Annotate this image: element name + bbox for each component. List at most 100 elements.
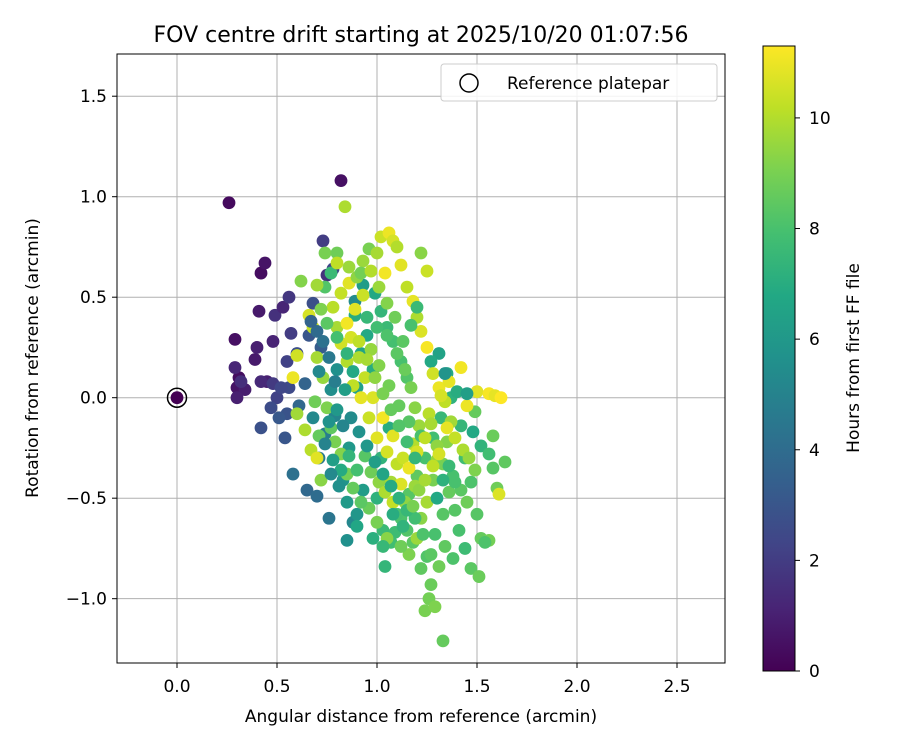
data-point	[326, 453, 340, 467]
data-point	[392, 491, 406, 505]
data-point	[460, 495, 474, 509]
data-point	[300, 483, 314, 497]
y-tick-label: 1.5	[80, 87, 107, 107]
colorbar-tick-label: 8	[809, 220, 820, 240]
y-tick-label: 0.5	[80, 288, 107, 308]
data-point	[464, 475, 478, 489]
data-point	[414, 562, 428, 575]
data-point	[384, 403, 398, 417]
data-point	[346, 365, 360, 378]
data-point	[396, 335, 410, 348]
data-point	[264, 401, 278, 415]
data-point	[314, 473, 328, 487]
data-point	[324, 266, 338, 280]
data-point	[366, 531, 380, 545]
plot-frame	[116, 53, 726, 664]
data-point	[388, 310, 402, 324]
data-point	[436, 634, 450, 648]
data-point	[310, 351, 324, 364]
data-point	[354, 266, 368, 280]
data-point	[466, 425, 480, 439]
data-point	[434, 389, 448, 403]
data-point	[406, 499, 420, 513]
data-point	[392, 419, 406, 433]
data-point	[282, 290, 296, 304]
data-point	[270, 391, 284, 405]
data-point	[234, 375, 248, 389]
data-point	[222, 196, 236, 210]
reference-point	[166, 387, 188, 408]
x-tick-label: 1.5	[463, 677, 490, 697]
data-point	[380, 328, 394, 342]
data-point	[286, 467, 300, 481]
data-point	[228, 361, 242, 374]
data-point	[386, 507, 400, 521]
data-point	[280, 355, 294, 368]
data-point	[394, 477, 408, 491]
data-point	[364, 343, 378, 356]
data-point	[376, 387, 390, 401]
data-point	[326, 300, 340, 314]
data-point	[472, 570, 486, 583]
data-point	[442, 459, 456, 473]
colorbar-tick-label: 10	[809, 109, 831, 129]
data-point	[400, 435, 414, 449]
data-point	[258, 256, 272, 270]
data-point	[398, 363, 412, 376]
data-point	[298, 377, 312, 391]
data-point	[338, 383, 352, 397]
data-point	[394, 258, 408, 272]
data-point	[414, 246, 428, 260]
data-point	[372, 359, 386, 372]
data-point	[422, 407, 436, 421]
data-point	[346, 481, 360, 495]
data-point	[360, 310, 374, 324]
colorbar: 0 2 4 6 8 10 Hours from first FF file	[762, 45, 864, 682]
data-point	[426, 367, 440, 380]
data-point	[350, 507, 364, 521]
data-point	[316, 234, 330, 248]
data-point	[322, 415, 336, 429]
colorbar-label: Hours from first FF file	[844, 263, 864, 453]
data-point	[404, 318, 418, 332]
data-point	[230, 391, 244, 405]
data-point	[386, 429, 400, 443]
data-point	[384, 479, 398, 493]
colorbar-tick-label: 6	[809, 330, 820, 350]
colorbar-tick-label: 0	[809, 662, 820, 682]
data-point	[340, 347, 354, 360]
data-point	[334, 174, 348, 188]
data-point	[360, 439, 374, 453]
data-point	[364, 465, 378, 479]
data-point	[460, 387, 474, 401]
y-axis-ticks: −1.0 −0.5 0.0 0.5 1.0 1.5	[66, 87, 117, 610]
data-point	[370, 431, 384, 445]
data-point	[394, 540, 408, 553]
data-point	[428, 527, 442, 541]
data-point	[338, 200, 352, 214]
data-point	[348, 302, 362, 316]
data-point	[322, 511, 336, 525]
data-point	[420, 264, 434, 278]
data-point	[364, 264, 378, 278]
data-point	[340, 495, 354, 509]
data-point	[396, 451, 410, 465]
data-point	[380, 296, 394, 310]
data-point	[478, 536, 492, 549]
colorbar-tick-label: 2	[809, 551, 820, 571]
y-axis-label: Rotation from reference (arcmin)	[23, 218, 43, 498]
data-point	[430, 491, 444, 505]
data-point	[330, 320, 344, 334]
colorbar-tick-label: 4	[809, 441, 820, 461]
data-point	[310, 451, 324, 465]
data-point	[424, 417, 438, 431]
data-point	[294, 274, 308, 288]
data-point	[356, 288, 370, 302]
data-point	[342, 260, 356, 274]
data-point	[324, 467, 338, 481]
data-point	[314, 302, 328, 316]
data-point	[454, 361, 468, 374]
data-point	[414, 324, 428, 338]
data-point	[318, 246, 332, 260]
